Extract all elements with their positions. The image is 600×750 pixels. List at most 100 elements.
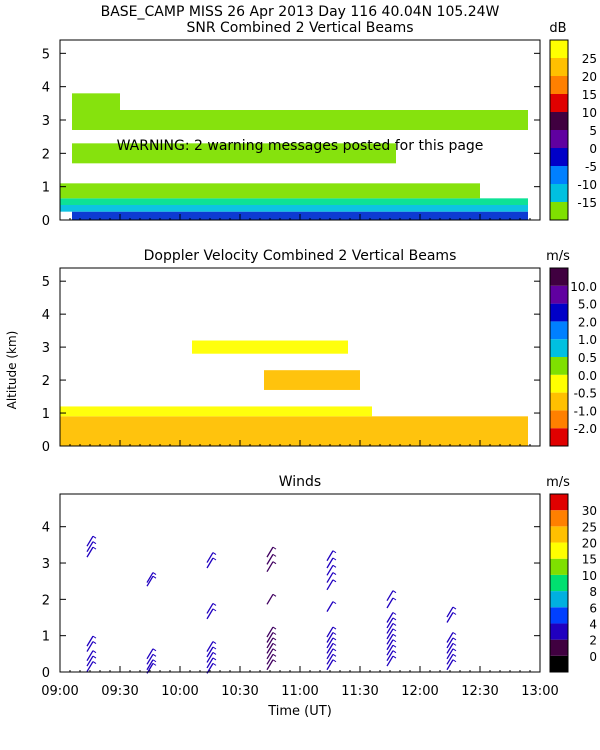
colorbar-segment (550, 357, 568, 375)
y-tick-label: 5 (42, 275, 50, 290)
wind-barb (206, 552, 214, 563)
panel-title: Winds (279, 474, 321, 490)
colorbar-label: 25 (582, 520, 597, 534)
wind-barb-flag (212, 557, 217, 561)
wind-barb-flag (212, 641, 217, 644)
y-axis-label: Altitude (km) (5, 331, 19, 410)
wind-barb (206, 608, 214, 620)
wind-barb-flag (392, 650, 397, 654)
wind-barb-flag (272, 642, 277, 646)
colorbar-segment (550, 623, 568, 640)
colorbar-segment (550, 76, 568, 94)
wind-barb (446, 612, 454, 623)
wind-barb (326, 572, 334, 583)
wind-barb (326, 626, 334, 638)
wind-barb-flag (332, 601, 337, 605)
wind-barb (446, 659, 454, 671)
wind-barb-flag (392, 617, 397, 621)
wind-barb (386, 617, 394, 629)
wind-barb-flag (392, 655, 397, 659)
colorbar-segment (550, 510, 568, 527)
data-band (192, 340, 348, 354)
wind-barb (86, 655, 94, 667)
colorbar-segment (550, 558, 568, 575)
colorbar-label: 4 (589, 617, 597, 631)
wind-barb (146, 659, 154, 671)
colorbar-label: 5 (589, 124, 597, 138)
wind-barb (446, 606, 454, 618)
wind-barb-flag (272, 546, 277, 550)
data-band (60, 205, 528, 212)
colorbar-segment (550, 410, 568, 429)
wind-barb (326, 550, 334, 562)
wind-barb-flag (392, 633, 397, 637)
wind-barb-flag (152, 572, 157, 575)
wind-barb-flag (212, 652, 217, 655)
wind-barb (146, 575, 154, 587)
colorbar-label: 20 (582, 537, 597, 551)
wind-barb-flag (212, 657, 217, 661)
wind-barb (326, 557, 334, 569)
colorbar-label: 15 (582, 88, 597, 102)
wind-barb (326, 637, 334, 649)
wind-barb (386, 644, 394, 656)
colorbar-segment (550, 268, 568, 286)
wind-barb (146, 648, 154, 660)
wind-barb-flag (212, 552, 217, 555)
wind-barb (386, 633, 394, 645)
colorbar-label: 30 (582, 504, 597, 518)
wind-barb (446, 653, 454, 665)
colorbar-label: -2.0 (574, 422, 597, 436)
colorbar-label: -15 (577, 196, 597, 210)
wind-barb-flag (152, 659, 157, 663)
wind-barb (206, 657, 214, 669)
panel-1: SNR Combined 2 Vertical Beams dB 0 1 2 3 4 5 -15… (42, 20, 597, 229)
wind-barb-flag (152, 648, 157, 652)
y-tick-label: 2 (42, 374, 50, 389)
wind-barb-flag (92, 661, 97, 664)
colorbar-segment (550, 184, 568, 202)
wind-barb (446, 632, 454, 643)
data-band (72, 143, 396, 164)
wind-barb (266, 554, 274, 565)
wind-barb (386, 590, 394, 602)
wind-barb-flag (332, 572, 337, 575)
wind-barb-flag (272, 632, 277, 635)
colorbar-units: m/s (546, 249, 570, 264)
x-tick-label: 13:00 (521, 684, 558, 699)
colorbar-label: -0.5 (574, 387, 597, 401)
wind-barb-flag (272, 553, 277, 557)
wind-barb (446, 648, 454, 660)
colorbar-label: 1.0 (578, 333, 597, 347)
colorbar-segment (550, 494, 568, 511)
colorbar-label: 15 (582, 553, 597, 567)
x-tick-label: 11:30 (341, 684, 378, 699)
colorbar-label: 5.0 (578, 298, 597, 312)
wind-barb (86, 541, 94, 553)
wind-barb-flag (272, 626, 277, 630)
y-tick-label: 1 (42, 630, 50, 645)
wind-barb (326, 579, 334, 591)
wind-barb (386, 628, 394, 640)
colorbar-label: 0.0 (578, 369, 597, 383)
wind-barb-flag (332, 642, 337, 646)
wind-barb-flag (392, 597, 397, 601)
wind-barb-flag (152, 575, 157, 579)
colorbar-segment (550, 58, 568, 76)
y-tick-label: 1 (42, 407, 50, 422)
colorbar-label: 20 (582, 70, 597, 84)
colorbar-segment (550, 166, 568, 184)
y-tick-label: 5 (42, 47, 50, 62)
colorbar-segment (550, 339, 568, 357)
wind-barb-flag (92, 641, 97, 644)
panel-2: Doppler Velocity Combined 2 Vertical Bea… (42, 248, 597, 455)
wind-barb-flag (332, 579, 337, 583)
wind-barb (86, 641, 94, 652)
wind-barb (386, 650, 394, 661)
colorbar-segment (550, 130, 568, 148)
wind-barb (266, 637, 274, 649)
wind-barb-flag (272, 659, 277, 663)
colorbar-label: -10 (577, 178, 597, 192)
wind-barb-flag (332, 626, 337, 630)
colorbar-segment (550, 607, 568, 624)
